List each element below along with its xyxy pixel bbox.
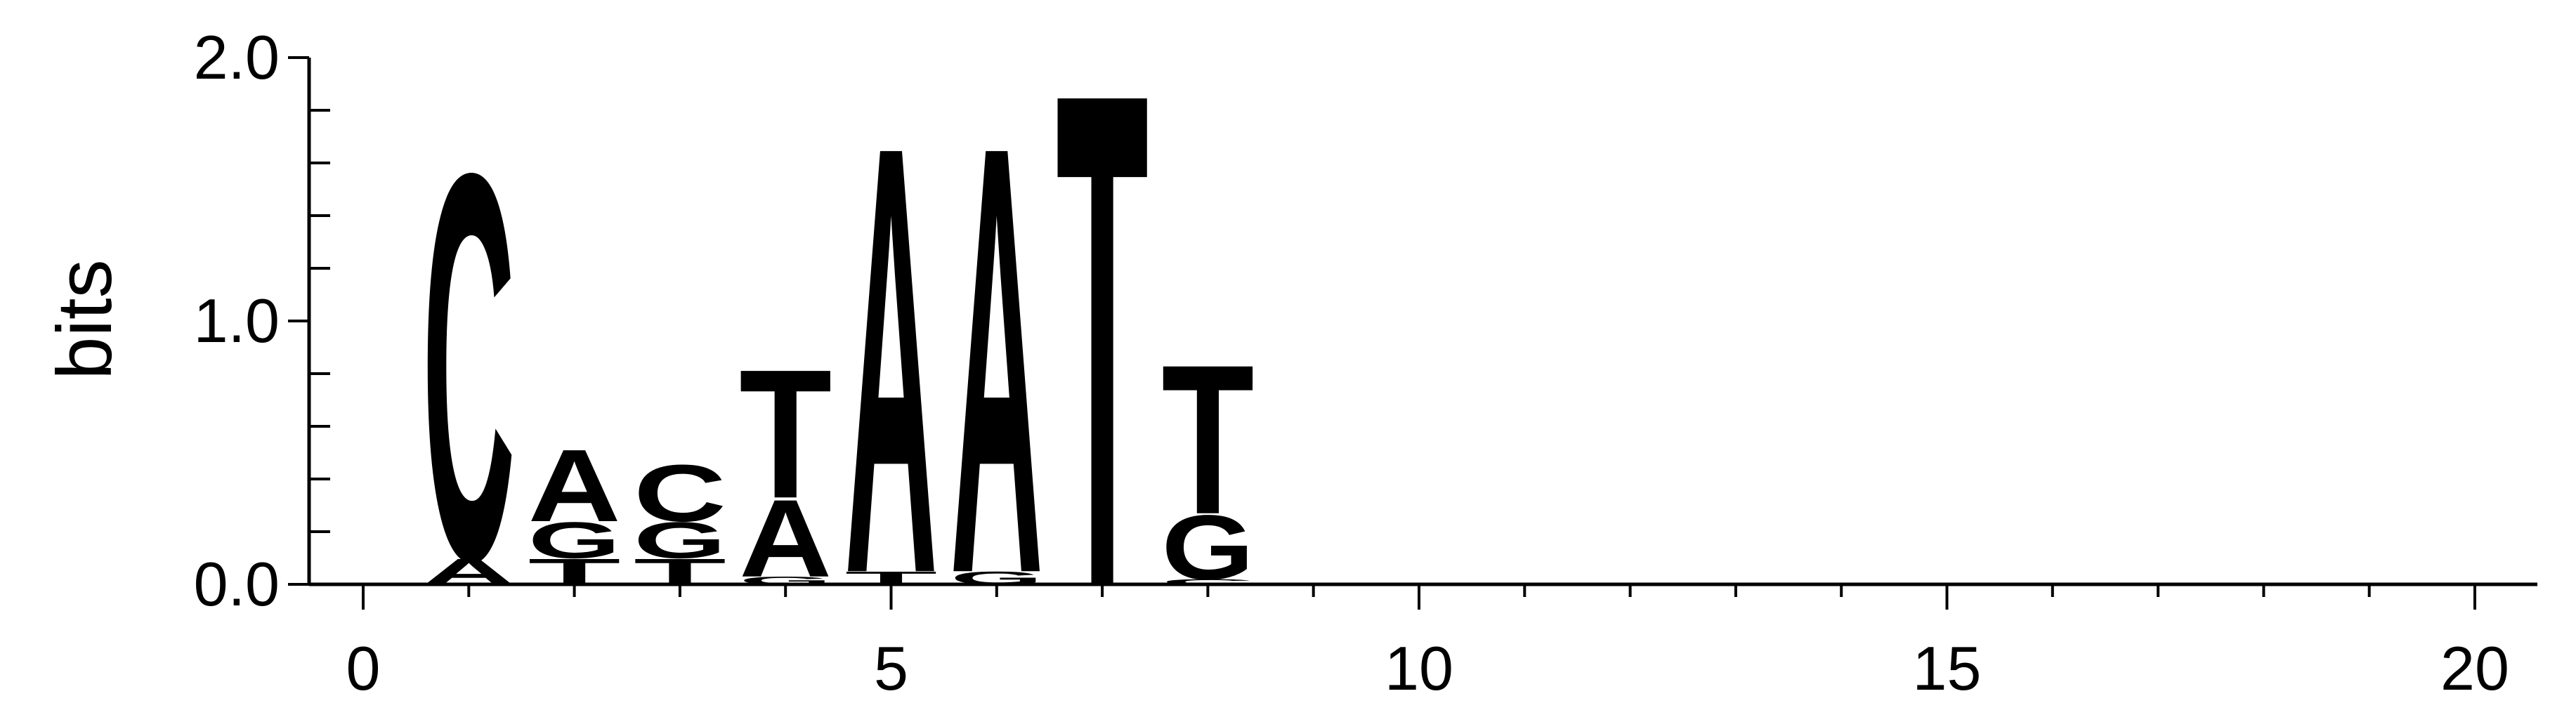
- logo-letter-a-pos-2: A: [528, 428, 621, 544]
- y-tick-label: 0.0: [194, 549, 280, 619]
- logo-letter-glyph: A: [528, 428, 621, 544]
- x-tick-label: 10: [1385, 634, 1453, 703]
- logo-letter-glyph: G: [528, 511, 621, 569]
- x-tick-label: 20: [2440, 634, 2509, 703]
- logo-letter-c-pos-1: C: [422, 59, 515, 675]
- logo-letter-glyph: G: [1161, 497, 1254, 599]
- logo-letter-glyph: T: [739, 332, 832, 537]
- logo-letter-t-pos-7: T: [1056, 0, 1149, 722]
- x-tick-label: 0: [346, 634, 381, 703]
- logo-letter-glyph: A: [950, 19, 1043, 702]
- logo-letter-glyph: C: [634, 449, 726, 539]
- y-axis-label: bits: [41, 259, 128, 379]
- logo-letter-c-pos-8: C: [1161, 578, 1254, 586]
- y-tick-label: 2.0: [194, 22, 280, 92]
- logo-letter-a-pos-6: A: [950, 19, 1043, 702]
- logo-letter-glyph: C: [422, 59, 515, 675]
- logo-letter-t-pos-4: T: [739, 332, 832, 537]
- logo-letter-glyph: G: [634, 511, 726, 569]
- logo-letter-glyph: T: [1161, 320, 1254, 558]
- logo-letter-a-pos-4: A: [739, 478, 832, 600]
- logo-letter-glyph: C: [1161, 578, 1254, 586]
- logo-letter-t-pos-8: T: [1161, 320, 1254, 558]
- logo-letter-glyph: T: [1056, 0, 1149, 722]
- x-tick-label: 15: [1913, 634, 1982, 703]
- axes: 0.0 1.0 2.0 0 5 10 15 20: [194, 22, 2537, 703]
- logo-letter-c-pos-3: C: [634, 449, 726, 539]
- x-tick-label: 5: [874, 634, 908, 703]
- logo-letter-g-pos-8: G: [1161, 497, 1254, 599]
- logo-letter-g-pos-3: G: [634, 511, 726, 569]
- logo-letter-g-pos-2: G: [528, 511, 621, 569]
- y-tick-label: 1.0: [194, 286, 280, 355]
- logo-letter-glyph: A: [739, 478, 832, 600]
